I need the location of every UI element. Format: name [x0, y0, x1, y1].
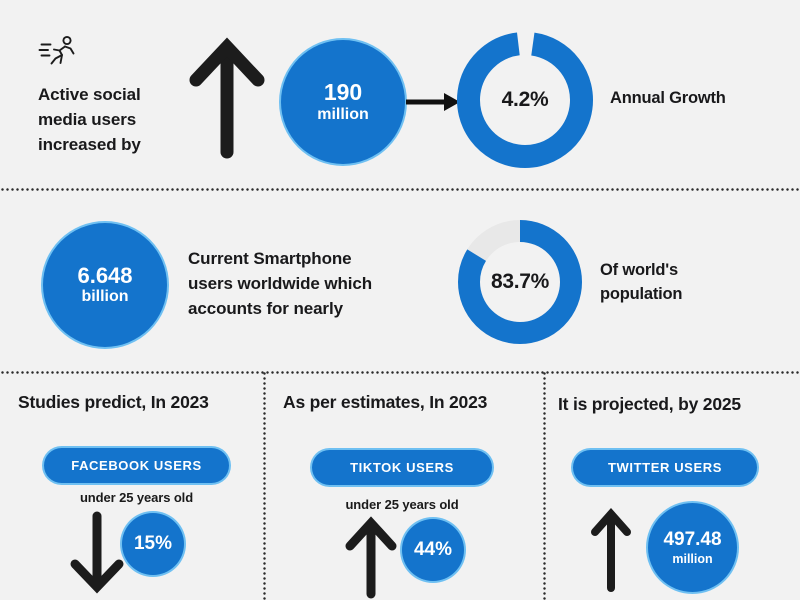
divider-panel-2-3 — [543, 371, 546, 600]
panel-2-pill-label: TIKTOK USERS — [350, 460, 454, 475]
panel-1-down-arrow-icon — [68, 511, 126, 594]
row1-donut-label: 4.2% — [501, 88, 549, 111]
row2-caption-line-1: Of world's — [600, 261, 679, 279]
panel-1-circle-value: 15% — [133, 533, 173, 555]
row1-headline-line-3: increased by — [38, 135, 141, 154]
divider-panel-1-2 — [263, 371, 266, 600]
row2-caption-line-2: population — [600, 285, 683, 303]
row2-value-circle: 6.648 billion — [43, 223, 167, 347]
row1-connector-arrow-icon — [406, 88, 462, 116]
row1-value-circle: 190 million — [281, 40, 405, 164]
row2-donut-chart: 83.7% — [457, 219, 583, 345]
row1-caption: Annual Growth — [610, 89, 726, 107]
panel-2-title: As per estimates, In 2023 — [283, 392, 488, 412]
panel-1-value-circle: 15% — [122, 513, 184, 575]
panel-1-pill-facebook-users[interactable]: FACEBOOK USERS — [44, 448, 229, 483]
row2-headline-line-1: Current Smartphone — [188, 249, 352, 268]
panel-1-subnote: under 25 years old — [79, 490, 194, 505]
row1-headline-line-1: Active social — [38, 85, 141, 104]
running-person-icon — [38, 34, 78, 66]
panel-2-circle-value: 44% — [413, 539, 453, 561]
row1-up-arrow-icon — [187, 36, 267, 159]
panel-3-title: It is projected, by 2025 — [558, 394, 741, 414]
row1-donut-chart: 4.2% — [457, 32, 593, 168]
row2-donut-label: 83.7% — [490, 270, 550, 293]
panel-1-title: Studies predict, In 2023 — [18, 392, 209, 412]
row1-circle-value: 190 — [323, 79, 363, 106]
row2-headline: Current Smartphone users worldwide which… — [188, 246, 428, 321]
row2-caption: Of world's population — [600, 258, 683, 306]
panel-2-pill-tiktok-users[interactable]: TIKTOK USERS — [312, 450, 492, 485]
panel-2-up-arrow-icon — [344, 516, 398, 599]
row1-headline: Active social media users increased by — [38, 82, 198, 157]
row1-headline-line-2: media users — [38, 110, 137, 129]
panel-3-pill-label: TWITTER USERS — [608, 460, 722, 475]
row2-headline-line-3: accounts for nearly — [188, 299, 343, 318]
panel-2-value-circle: 44% — [402, 519, 464, 581]
panel-3-pill-twitter-users[interactable]: TWITTER USERS — [573, 450, 757, 485]
panel-1-pill-label: FACEBOOK USERS — [71, 458, 202, 473]
divider-row2-row3 — [0, 371, 800, 374]
row2-circle-value: 6.648 — [77, 262, 133, 288]
panel-2-subnote: under 25 years old — [345, 497, 459, 512]
row2-circle-unit: billion — [81, 288, 129, 306]
divider-row1-row2 — [0, 188, 800, 191]
row2-headline-line-2: users worldwide which — [188, 274, 372, 293]
row1-circle-unit: million — [317, 105, 369, 123]
panel-3-value-circle: 497.48 million — [648, 503, 737, 592]
panel-3-up-arrow-icon — [590, 507, 632, 592]
panel-3-circle-value: 497.48 — [663, 529, 722, 551]
panel-3-circle-unit: million — [672, 551, 713, 566]
